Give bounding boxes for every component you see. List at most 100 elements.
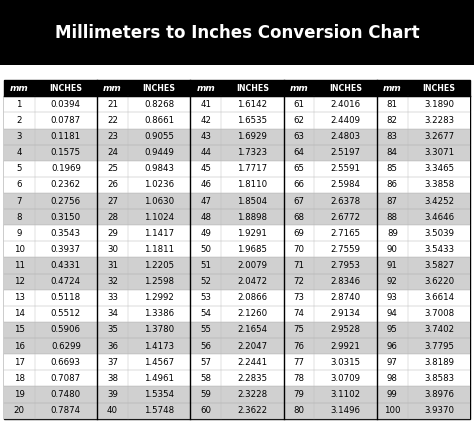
Bar — [283, 273, 377, 289]
Text: 1.2205: 1.2205 — [144, 261, 174, 270]
Text: 1.3386: 1.3386 — [144, 309, 174, 318]
Text: 2.1654: 2.1654 — [237, 325, 267, 335]
Bar — [4, 161, 97, 177]
Text: 72: 72 — [293, 277, 304, 286]
Bar — [4, 257, 97, 273]
Text: 23: 23 — [107, 132, 118, 141]
Bar — [377, 370, 470, 387]
Text: 2.0866: 2.0866 — [237, 293, 267, 302]
Bar — [4, 306, 97, 322]
Text: 2.3228: 2.3228 — [237, 390, 267, 399]
Bar — [4, 96, 97, 112]
Bar — [97, 370, 191, 387]
Text: 3.0709: 3.0709 — [331, 374, 361, 383]
Text: 1.7717: 1.7717 — [237, 164, 267, 173]
Text: 24: 24 — [107, 148, 118, 157]
Text: 1.4961: 1.4961 — [144, 374, 174, 383]
Bar — [283, 145, 377, 161]
Text: 60: 60 — [200, 406, 211, 415]
Text: mm: mm — [383, 84, 401, 93]
Text: 2.3622: 2.3622 — [237, 406, 267, 415]
Text: 15: 15 — [14, 325, 25, 335]
Text: 2.2441: 2.2441 — [237, 358, 267, 367]
Bar — [283, 257, 377, 273]
Bar — [191, 354, 283, 370]
Text: 50: 50 — [200, 245, 211, 254]
Text: 47: 47 — [200, 197, 211, 206]
Text: 43: 43 — [200, 132, 211, 141]
Text: 40: 40 — [107, 406, 118, 415]
Text: 2.2047: 2.2047 — [237, 341, 267, 351]
Bar — [283, 129, 377, 145]
Text: 0.5118: 0.5118 — [51, 293, 81, 302]
Bar — [97, 161, 191, 177]
Text: 83: 83 — [387, 132, 398, 141]
Text: 55: 55 — [200, 325, 211, 335]
Text: 9: 9 — [17, 229, 22, 238]
Bar — [377, 322, 470, 338]
Bar — [377, 403, 470, 419]
Text: 4: 4 — [17, 148, 22, 157]
Text: 56: 56 — [200, 341, 211, 351]
Text: 3.7402: 3.7402 — [424, 325, 454, 335]
Bar — [4, 209, 97, 225]
Bar — [283, 112, 377, 129]
Text: 78: 78 — [293, 374, 304, 383]
Text: 35: 35 — [107, 325, 118, 335]
Text: 10: 10 — [14, 245, 25, 254]
Bar — [283, 370, 377, 387]
Text: 3.8976: 3.8976 — [424, 390, 454, 399]
Text: 3.2283: 3.2283 — [424, 116, 454, 125]
Text: 1.6929: 1.6929 — [237, 132, 267, 141]
Text: 59: 59 — [201, 390, 211, 399]
Bar — [377, 306, 470, 322]
Bar — [4, 403, 97, 419]
Text: 29: 29 — [107, 229, 118, 238]
Text: 20: 20 — [14, 406, 25, 415]
Bar — [377, 145, 470, 161]
Text: 3.5827: 3.5827 — [424, 261, 454, 270]
Bar — [4, 273, 97, 289]
Text: 16: 16 — [14, 341, 25, 351]
Bar — [191, 225, 283, 241]
Text: 70: 70 — [293, 245, 304, 254]
Text: 93: 93 — [387, 293, 398, 302]
Bar — [4, 241, 97, 257]
Bar — [377, 112, 470, 129]
Bar — [191, 241, 283, 257]
Text: 1.8898: 1.8898 — [237, 213, 267, 222]
Text: 0.3543: 0.3543 — [51, 229, 81, 238]
Bar — [4, 80, 97, 96]
Bar — [191, 370, 283, 387]
Text: 1.2992: 1.2992 — [144, 293, 174, 302]
Text: 75: 75 — [293, 325, 304, 335]
Bar — [283, 80, 377, 96]
Text: 2.9528: 2.9528 — [331, 325, 361, 335]
Text: 41: 41 — [200, 100, 211, 109]
Text: 28: 28 — [107, 213, 118, 222]
Bar — [191, 209, 283, 225]
Bar — [191, 177, 283, 193]
Text: 2.7953: 2.7953 — [331, 261, 361, 270]
Text: 46: 46 — [200, 181, 211, 189]
Bar — [191, 193, 283, 209]
Text: 18: 18 — [14, 374, 25, 383]
Bar — [97, 225, 191, 241]
Text: 73: 73 — [293, 293, 304, 302]
Text: 7: 7 — [17, 197, 22, 206]
Text: 0.3937: 0.3937 — [51, 245, 81, 254]
Text: 0.9449: 0.9449 — [144, 148, 174, 157]
Text: 27: 27 — [107, 197, 118, 206]
Bar — [191, 96, 283, 112]
Bar — [97, 289, 191, 306]
Text: 0.2756: 0.2756 — [51, 197, 81, 206]
Text: 80: 80 — [293, 406, 304, 415]
Bar — [0, 0, 474, 65]
Text: 1.9291: 1.9291 — [237, 229, 267, 238]
Bar — [97, 273, 191, 289]
Text: 3.3858: 3.3858 — [424, 181, 454, 189]
Text: 1.4173: 1.4173 — [144, 341, 174, 351]
Bar — [4, 112, 97, 129]
Text: 1.3780: 1.3780 — [144, 325, 174, 335]
Bar — [4, 370, 97, 387]
